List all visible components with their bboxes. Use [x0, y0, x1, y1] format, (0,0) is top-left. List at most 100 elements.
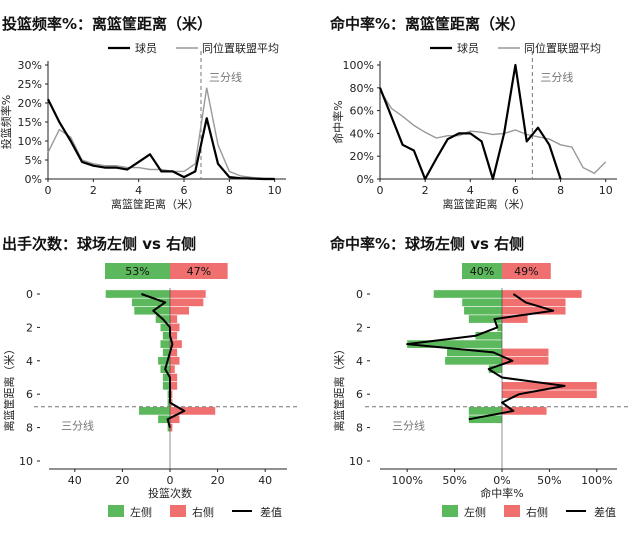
- attempts-chart: 出手次数：球场左侧 vs 右侧 53% 47% 0 2 4 6 8 10 离篮筐距离（米） 40 20…: [2, 235, 299, 519]
- left-side-bar: [167, 398, 170, 407]
- right-side-bar: [170, 382, 178, 390]
- legend-right-swatch: [170, 505, 186, 517]
- pct-chart: 命中率%：离篮筐距离（米） 球员 同位置联盟平均 0% 20% 40% 60% 80% 100%…: [329, 15, 617, 211]
- share-right-bar: [502, 263, 551, 279]
- y-tick-label: 60%: [350, 105, 374, 118]
- legend-left-swatch: [108, 505, 124, 517]
- legend-left-label: 左侧: [464, 506, 486, 519]
- difference-line: [406, 293, 566, 421]
- y-tick-label: 40%: [350, 127, 374, 140]
- y-tick-label: 2: [356, 321, 363, 334]
- x-tick-label: 8: [226, 184, 233, 197]
- right-side-bar: [170, 348, 178, 357]
- x-tick-label: 6: [181, 184, 188, 197]
- left-side-bar: [447, 348, 502, 357]
- side_pct-x-label: 命中率%: [480, 486, 523, 500]
- player-line: [47, 98, 275, 181]
- x-tick-label: 0%: [493, 474, 510, 487]
- share-right-label: 49%: [514, 265, 538, 278]
- left-side-bar: [158, 356, 170, 365]
- share-left-bar: [462, 263, 502, 279]
- right-side-bar: [170, 407, 216, 415]
- x-tick-label: 0: [45, 184, 52, 197]
- right-side-bar: [502, 306, 566, 315]
- left-side-bar: [468, 315, 502, 323]
- y-tick-label: 2: [26, 321, 33, 334]
- left-side-bar: [464, 306, 502, 315]
- x-tick-label: 40: [258, 474, 272, 487]
- y-tick-label: 6: [26, 388, 33, 401]
- left-side-bar: [131, 298, 170, 307]
- x-tick-label: 4: [135, 184, 142, 197]
- three-point-label: 三分线: [392, 419, 425, 433]
- y-tick-label: 8: [26, 422, 33, 435]
- freq-y-label: 投篮频率%: [0, 95, 13, 149]
- share-left-label: 40%: [470, 265, 494, 278]
- left-side-bar: [433, 290, 502, 298]
- freq-legend: 球员 同位置联盟平均: [108, 41, 279, 55]
- x-tick-label: 20: [211, 474, 225, 487]
- three-point-label: 三分线: [209, 70, 242, 84]
- left-side-bar: [134, 306, 170, 315]
- freq-x-label: 离篮筐距离（米）: [111, 197, 199, 211]
- y-tick-label: 15%: [18, 116, 42, 129]
- x-tick-label: 10: [599, 184, 613, 197]
- y-tick-label: 20%: [350, 150, 374, 163]
- attempts-legend: 左侧 右侧 差值: [108, 505, 282, 519]
- right-side-bar: [170, 365, 175, 373]
- left-side-bar: [445, 356, 502, 365]
- left-side-bar: [158, 415, 170, 424]
- legend-diff-label: 差值: [260, 505, 282, 519]
- left-side-bar: [468, 407, 502, 415]
- right-side-bar: [170, 373, 178, 382]
- y-tick-label: 0%: [25, 173, 42, 186]
- right-side-bar: [170, 306, 190, 315]
- y-tick-label: 4: [356, 355, 363, 368]
- y-tick-label: 0%: [357, 173, 374, 186]
- share-right-label: 47%: [187, 265, 211, 278]
- x-tick-label: 10: [268, 184, 282, 197]
- x-tick-label: 40: [68, 474, 82, 487]
- freq-title: 投篮频率%：离篮筐距离（米）: [2, 15, 212, 33]
- right-side-bar: [170, 298, 204, 307]
- x-tick-label: 2: [422, 184, 429, 197]
- left-side-bar: [475, 331, 502, 340]
- league-average-line: [47, 87, 275, 180]
- y-tick-label: 6: [356, 388, 363, 401]
- left-side-bar: [468, 415, 502, 424]
- right-side-bar: [170, 315, 178, 323]
- y-tick-label: 25%: [18, 78, 42, 91]
- left-side-bar: [162, 331, 170, 340]
- left-side-bar: [160, 323, 170, 332]
- pct-x-label: 离篮筐距离（米）: [443, 197, 531, 211]
- left-side-bar: [162, 382, 170, 390]
- x-tick-label: 8: [557, 184, 564, 197]
- attempts-x-label: 投篮次数: [148, 486, 192, 500]
- left-side-bar: [167, 423, 170, 432]
- right-side-bar: [170, 340, 182, 348]
- left-side-bar: [162, 373, 170, 382]
- right-side-bar: [502, 298, 566, 307]
- attempts-y-label: 离篮筐距离（米）: [2, 344, 16, 432]
- right-side-bar: [170, 356, 180, 365]
- x-tick-label: 100%: [581, 474, 612, 487]
- y-tick-label: 10: [19, 455, 33, 468]
- difference-line: [141, 293, 186, 428]
- left-side-bar: [497, 323, 502, 332]
- y-tick-label: 10: [349, 455, 363, 468]
- legend-league-label: 同位置联盟平均: [524, 41, 601, 55]
- x-tick-label: 100%: [391, 474, 422, 487]
- right-side-bar: [170, 423, 173, 432]
- player-line: [378, 63, 562, 181]
- pct-y-label: 命中率%: [331, 100, 345, 143]
- left-side-bar: [407, 340, 502, 348]
- left-side-bar: [139, 407, 170, 415]
- x-tick-label: 50%: [537, 474, 561, 487]
- share-left-bar: [105, 263, 170, 279]
- right-side-bar: [502, 348, 549, 357]
- legend-right-label: 右侧: [526, 505, 548, 519]
- right-side-bar: [170, 331, 178, 340]
- share-right-bar: [170, 263, 228, 279]
- y-tick-label: 20%: [18, 97, 42, 110]
